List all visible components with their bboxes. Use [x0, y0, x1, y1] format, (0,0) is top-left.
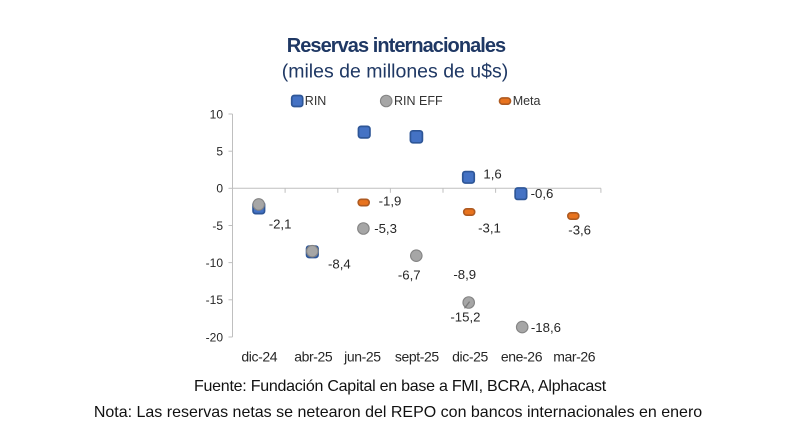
svg-text:-2,1: -2,1 — [269, 216, 292, 231]
svg-text:-6,7: -6,7 — [398, 267, 421, 282]
svg-text:abr-25: abr-25 — [294, 348, 333, 364]
svg-text:-0,6: -0,6 — [531, 186, 554, 201]
svg-text:-5,3: -5,3 — [374, 221, 397, 236]
svg-text:ene-26: ene-26 — [501, 348, 543, 364]
svg-text:Nota: Las reservas netas se ne: Nota: Las reservas netas se netearon del… — [94, 404, 702, 421]
svg-text:-3,1: -3,1 — [478, 220, 501, 235]
svg-text:sept-25: sept-25 — [395, 348, 440, 364]
svg-text:RIN: RIN — [305, 94, 327, 108]
svg-text:RIN EFF: RIN EFF — [394, 94, 443, 108]
svg-text:jun-25: jun-25 — [343, 348, 381, 364]
svg-text:-8,4: -8,4 — [328, 257, 351, 272]
svg-text:0: 0 — [216, 182, 223, 196]
svg-text:(miles de millones de u$s): (miles de millones de u$s) — [282, 61, 509, 83]
svg-text:-15,2: -15,2 — [450, 310, 480, 325]
svg-text:10: 10 — [210, 107, 224, 121]
svg-text:-3,6: -3,6 — [568, 223, 591, 238]
svg-text:-20: -20 — [206, 330, 224, 344]
svg-text:-5: -5 — [212, 219, 223, 233]
svg-text:-1,9: -1,9 — [379, 194, 402, 209]
svg-text:dic-25: dic-25 — [452, 348, 488, 364]
svg-text:Meta: Meta — [513, 94, 541, 108]
svg-text:-18,6: -18,6 — [531, 320, 561, 335]
svg-text:mar-26: mar-26 — [553, 348, 596, 364]
svg-text:-10: -10 — [206, 256, 224, 270]
svg-text:1,6: 1,6 — [483, 167, 501, 182]
svg-text:dic-24: dic-24 — [241, 348, 277, 364]
svg-text:Fuente: Fundación Capital en b: Fuente: Fundación Capital en base a FMI,… — [194, 378, 607, 395]
svg-text:-15: -15 — [206, 293, 224, 307]
svg-text:Reservas internacionales: Reservas internacionales — [287, 35, 506, 57]
svg-text:5: 5 — [216, 145, 223, 159]
svg-text:-8,9: -8,9 — [453, 267, 476, 282]
